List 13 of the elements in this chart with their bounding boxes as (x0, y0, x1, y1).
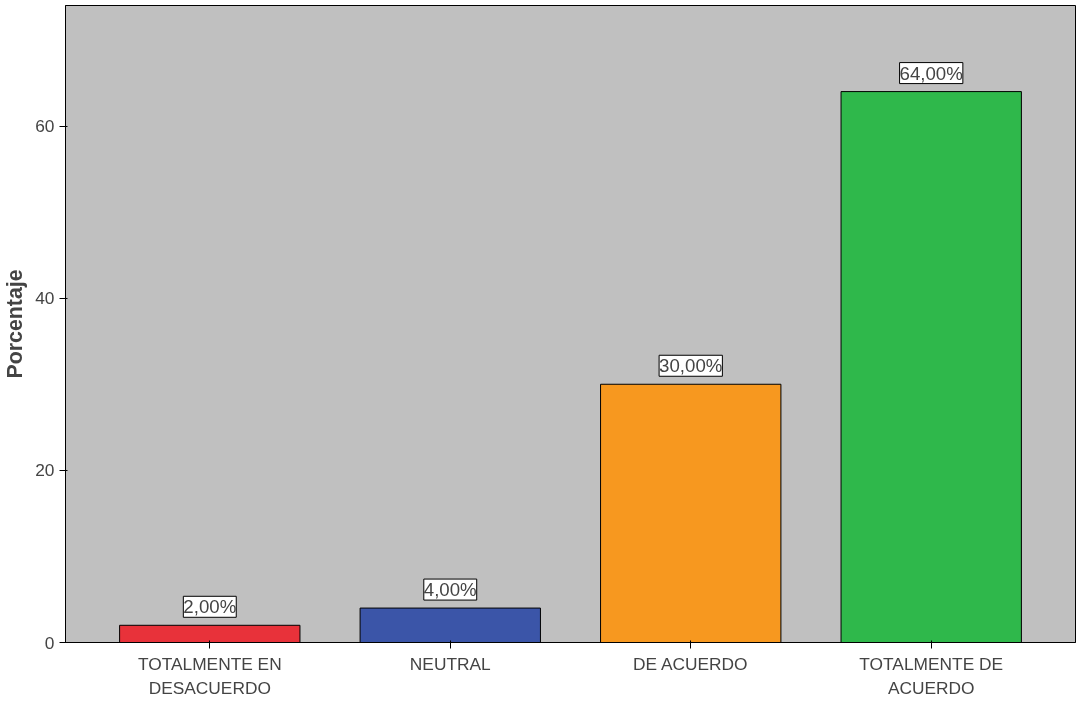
y-tick-label: 60 (35, 116, 55, 137)
data-label: 64,00% (899, 62, 963, 84)
data-label: 4,00% (423, 579, 477, 601)
y-tick-label: 0 (44, 632, 55, 653)
y-axis-title: Porcentaje (3, 269, 28, 379)
x-tick-label: NEUTRAL (409, 653, 492, 674)
y-tick-label: 40 (35, 288, 55, 309)
x-tick-label: DE ACUERDO (632, 653, 748, 674)
data-label: 2,00% (183, 596, 237, 618)
x-tick-label: TOTALMENTE EN DESACUERDO (137, 653, 282, 698)
y-tick-label: 20 (35, 460, 55, 481)
data-label: 30,00% (659, 355, 723, 377)
x-tick-label: TOTALMENTE DE ACUERDO (859, 653, 1004, 698)
